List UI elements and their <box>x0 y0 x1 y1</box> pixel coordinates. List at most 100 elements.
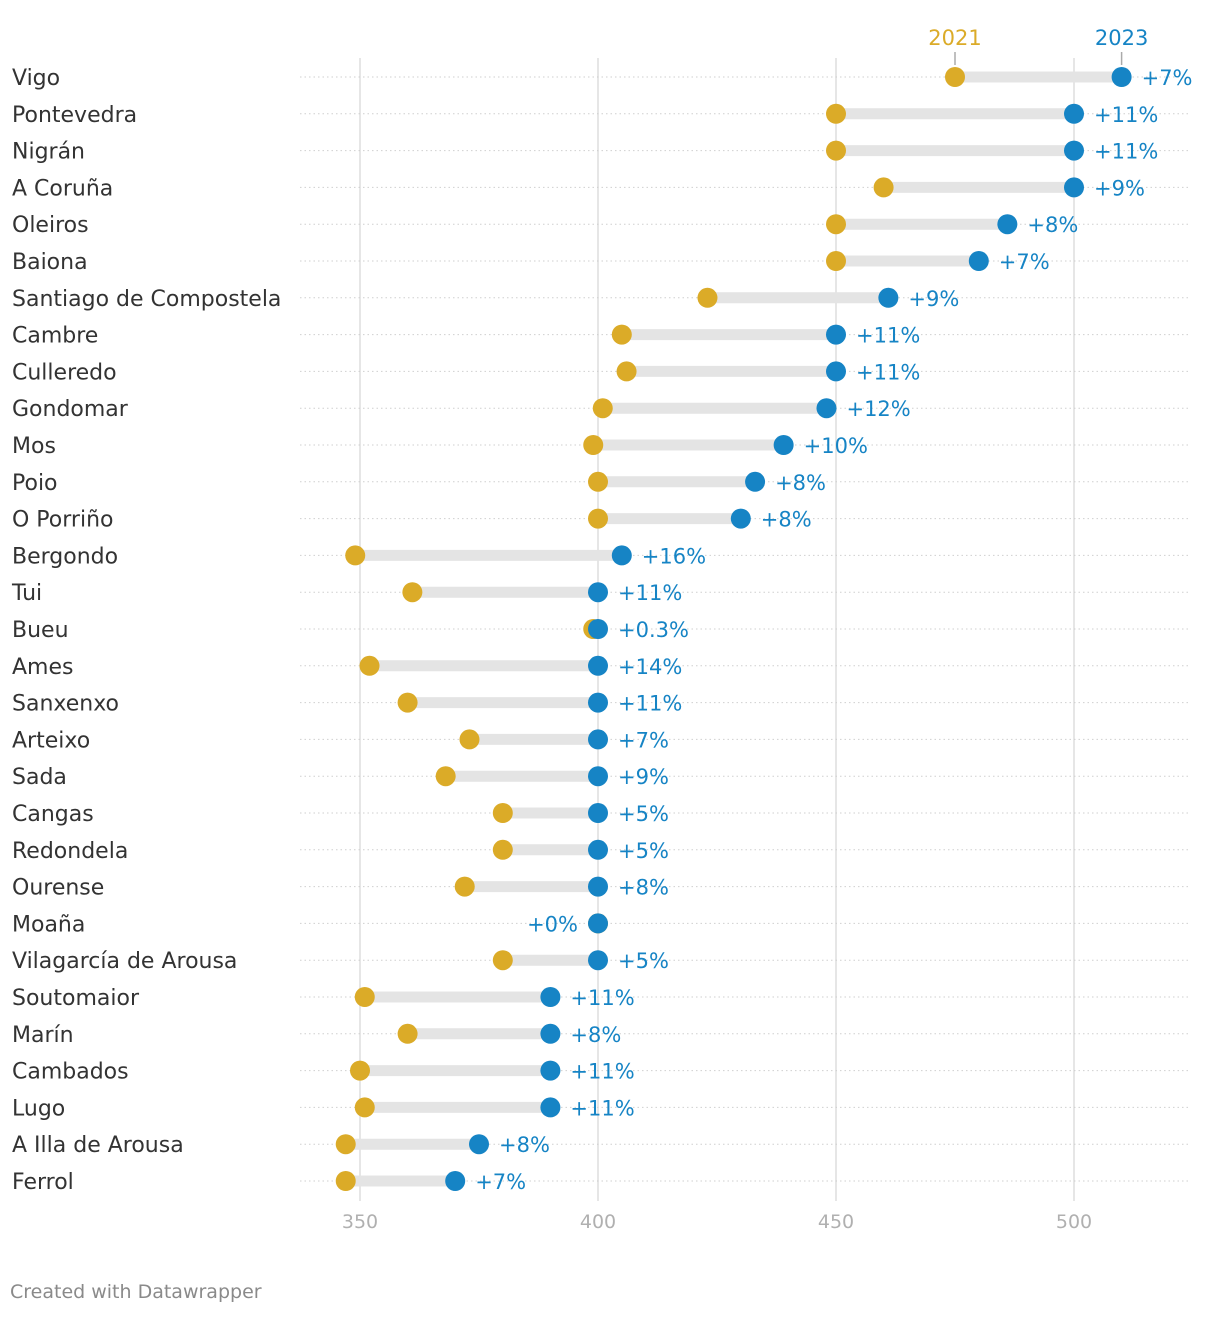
row-label: Baiona <box>12 250 88 275</box>
dot-2021 <box>588 471 608 492</box>
row-culleredo: Culleredo +11% <box>12 360 1188 385</box>
dot-2023 <box>816 398 837 419</box>
change-label: +11% <box>1094 103 1158 127</box>
dot-2023 <box>1064 140 1084 161</box>
row-label: Bergondo <box>12 544 118 569</box>
dot-2023 <box>826 324 846 345</box>
dot-2021 <box>350 1060 370 1081</box>
x-tick-label-400: 400 <box>580 1211 616 1233</box>
row-label: Sada <box>12 765 67 790</box>
dot-2023 <box>445 1171 466 1191</box>
row-santiago-de-compostela: Santiago de Compostela +9% <box>12 287 1188 312</box>
row-label: Mos <box>12 434 56 459</box>
dot-2021 <box>826 214 846 235</box>
change-label: +11% <box>570 1096 634 1120</box>
dot-2023 <box>540 1097 561 1118</box>
row-a-coruña: A Coruña +9% <box>12 176 1188 201</box>
dot-2023 <box>588 582 608 603</box>
row-label: Arteixo <box>12 728 90 753</box>
x-tick-label-350: 350 <box>342 1211 378 1233</box>
change-label: +8% <box>761 508 812 532</box>
change-label: +11% <box>618 692 682 716</box>
row-label: Gondomar <box>12 397 129 422</box>
row-label: Redondela <box>12 839 128 864</box>
dot-2021 <box>945 67 965 87</box>
dot-2021 <box>592 398 613 419</box>
dot-2023 <box>540 1060 561 1081</box>
row-label: Vigo <box>12 66 60 91</box>
row-label: Marín <box>12 1023 74 1048</box>
dot-2021 <box>583 435 604 455</box>
change-label: +8% <box>499 1133 550 1157</box>
change-label: +7% <box>999 250 1050 274</box>
dot-2023 <box>997 214 1018 235</box>
change-label: +9% <box>618 765 669 789</box>
row-label: Bueu <box>12 618 69 643</box>
row-vilagarcía-de-arousa: Vilagarcía de Arousa +5% <box>12 949 1188 974</box>
row-cambados: Cambados +11% <box>12 1060 1188 1085</box>
row-sanxenxo: Sanxenxo +11% <box>12 692 1188 717</box>
dot-2021 <box>588 508 608 529</box>
dot-2023 <box>968 251 989 271</box>
change-label: +12% <box>846 397 910 421</box>
change-label: +5% <box>618 949 669 973</box>
row-cangas: Cangas +5% <box>12 802 1188 827</box>
dot-2021 <box>697 287 718 308</box>
row-label: Cangas <box>12 802 94 827</box>
dot-2021 <box>435 766 456 787</box>
row-soutomaior: Soutomaior +11% <box>12 986 1188 1011</box>
row-label: O Porriño <box>12 508 113 533</box>
dot-2023 <box>1064 103 1084 124</box>
change-label: +11% <box>618 581 682 605</box>
row-label: Ames <box>12 655 73 680</box>
row-tui: Tui +11% <box>11 581 1188 606</box>
change-label: +5% <box>618 802 669 826</box>
change-label: +8% <box>570 1023 621 1047</box>
dot-2021 <box>454 876 475 897</box>
row-sada: Sada +9% <box>12 765 1188 790</box>
dumbbell-chart: 350 400 450 500 2021 2023 Vigo +7% Pontevedra +11… <box>11 26 1193 1233</box>
dot-2021 <box>492 950 513 971</box>
dot-2023 <box>588 876 608 897</box>
dot-2021 <box>397 692 418 713</box>
row-moaña: Moaña +0% <box>12 912 1188 937</box>
datawrapper-credit: Created with Datawrapper <box>10 1281 262 1303</box>
row-gondomar: Gondomar +12% <box>12 397 1188 422</box>
row-lugo: Lugo +11% <box>12 1096 1188 1121</box>
dot-2021 <box>492 839 513 860</box>
dot-2023 <box>588 839 608 860</box>
dot-2023 <box>730 508 751 529</box>
row-label: Tui <box>11 581 42 606</box>
row-label: Ferrol <box>12 1170 74 1195</box>
row-pontevedra: Pontevedra +11% <box>12 103 1188 128</box>
row-ourense: Ourense +8% <box>12 876 1188 901</box>
legend-2021: 2021 <box>928 26 981 50</box>
change-label: +11% <box>1094 140 1158 164</box>
row-label: Pontevedra <box>12 103 137 128</box>
dot-2021 <box>616 361 637 382</box>
row-label: Cambados <box>12 1060 129 1085</box>
dot-2023 <box>588 803 608 823</box>
change-label: +9% <box>1094 176 1145 200</box>
row-label: Oleiros <box>12 213 89 238</box>
dot-2023 <box>540 1023 561 1044</box>
x-tick-label-450: 450 <box>818 1211 854 1233</box>
dot-2021 <box>826 103 846 124</box>
change-label: +0.3% <box>618 618 689 642</box>
row-label: Culleredo <box>12 360 117 385</box>
dot-2021 <box>354 1097 375 1118</box>
dot-2023 <box>588 655 608 676</box>
row-bueu: Bueu +0.3% <box>12 618 1188 643</box>
dot-2023 <box>588 729 608 750</box>
dot-2023 <box>588 766 608 787</box>
change-label: +11% <box>856 360 920 384</box>
dot-2023 <box>588 913 608 934</box>
row-label: Sanxenxo <box>12 692 119 717</box>
change-label: +9% <box>908 287 959 311</box>
legend-2023: 2023 <box>1095 26 1148 50</box>
row-bergondo: Bergondo +16% <box>12 544 1188 569</box>
row-label: Ourense <box>12 876 104 901</box>
row-label: A Illa de Arousa <box>12 1133 184 1158</box>
dot-2023 <box>540 987 561 1007</box>
row-poio: Poio +8% <box>12 471 1188 496</box>
